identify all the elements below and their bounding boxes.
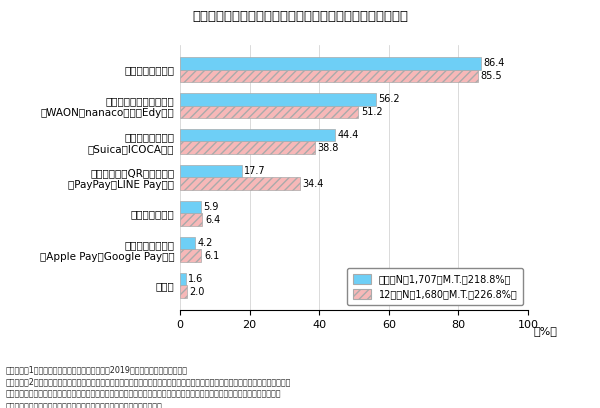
Bar <box>180 165 242 177</box>
Text: 2.0: 2.0 <box>190 287 205 297</box>
Bar <box>180 286 187 298</box>
Text: 決済手段は何ですか。」との問に対する回答（複数回答）。: 決済手段は何ですか。」との問に対する回答（複数回答）。 <box>6 402 163 408</box>
Text: 2．「あなたはキャッシュレス決済をどの程度利用していますか。」との問で「よく利用している」、「ときどき利用して: 2．「あなたはキャッシュレス決済をどの程度利用していますか。」との問で「よく利用… <box>6 377 292 386</box>
Text: （備考）　1．消費者庁「物価モニター調査」（2019年、確報値）により作成。: （備考） 1．消費者庁「物価モニター調査」（2019年、確報値）により作成。 <box>6 365 188 374</box>
Bar <box>180 57 481 69</box>
Bar <box>180 177 300 190</box>
Bar <box>180 213 202 226</box>
Bar <box>180 142 315 154</box>
Text: 17.7: 17.7 <box>244 166 266 176</box>
Text: 1.6: 1.6 <box>188 274 203 284</box>
Bar <box>180 106 358 118</box>
Text: 34.4: 34.4 <box>302 179 324 189</box>
Text: 51.2: 51.2 <box>361 107 383 117</box>
Bar <box>180 93 376 106</box>
Bar <box>180 201 200 213</box>
Bar <box>180 129 335 142</box>
Text: 85.5: 85.5 <box>481 71 502 81</box>
Text: 56.2: 56.2 <box>379 94 400 104</box>
Bar <box>180 69 478 82</box>
Text: 44.4: 44.4 <box>337 130 359 140</box>
Text: 6.1: 6.1 <box>204 251 219 261</box>
Text: 5.9: 5.9 <box>203 202 218 212</box>
Text: 【図表２】　比較的利用頻度の高いキャッシュレス決済手段: 【図表２】 比較的利用頻度の高いキャッシュレス決済手段 <box>192 10 408 23</box>
Text: 86.4: 86.4 <box>484 58 505 68</box>
Bar <box>180 237 194 249</box>
Text: いる」、「あまり利用していない」と回答した人を対象とした「あなたが比較的利用する頻度の高いキャッシュレス: いる」、「あまり利用していない」と回答した人を対象とした「あなたが比較的利用する… <box>6 390 281 399</box>
Bar <box>180 273 185 286</box>
Text: 38.8: 38.8 <box>318 143 339 153</box>
Legend: ７月（N＝1,707、M.T.＝218.8%）, 12月（N＝1,680、M.T.＝226.8%）: ７月（N＝1,707、M.T.＝218.8%）, 12月（N＝1,680、M.T… <box>347 268 523 305</box>
Bar <box>180 249 201 262</box>
X-axis label: （%）: （%） <box>533 326 557 336</box>
Text: 4.2: 4.2 <box>197 238 213 248</box>
Text: 6.4: 6.4 <box>205 215 220 225</box>
